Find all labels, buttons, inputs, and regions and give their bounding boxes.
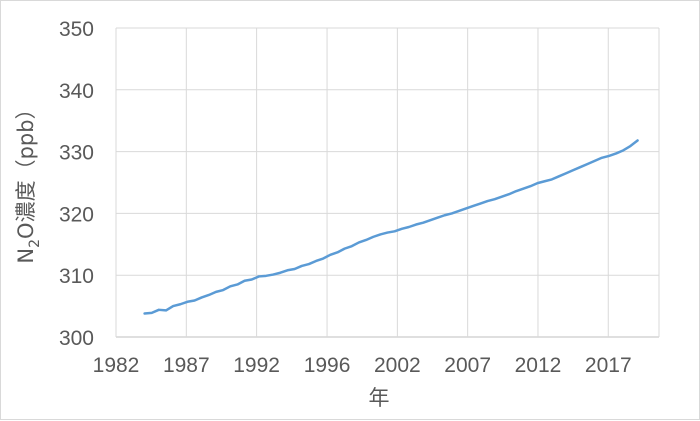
y-tick-label: 350 [59, 18, 94, 41]
x-axis-title: 年 [369, 386, 390, 410]
x-tick-label: 1987 [163, 354, 210, 377]
x-tick-label: 2012 [515, 354, 562, 377]
y-axis-title-prefix: N [14, 248, 38, 264]
y-tick-label: 330 [59, 142, 94, 165]
x-tick-labels: 1982 1987 1992 1996 2002 2007 2012 2017 [93, 354, 632, 377]
x-tick-label: 2007 [444, 354, 491, 377]
y-tick-label: 310 [59, 265, 94, 288]
y-tick-label: 340 [59, 80, 94, 103]
x-tick-label: 1982 [93, 354, 140, 377]
y-tick-labels: 300 310 320 330 340 350 [59, 18, 94, 350]
series-line [143, 139, 639, 315]
series-layer [143, 139, 639, 315]
grid-lines [115, 27, 660, 338]
y-tick-label: 300 [59, 327, 94, 350]
y-axis-title: N2O濃度（ppb） [14, 98, 43, 263]
y-axis-title-subscript: 2 [27, 239, 43, 248]
x-tick-label: 1992 [233, 354, 280, 377]
x-tick-label: 1996 [304, 354, 351, 377]
y-tick-label: 320 [59, 203, 94, 226]
x-tick-label: 2002 [374, 354, 421, 377]
y-axis-title-suffix: O濃度（ppb） [14, 98, 38, 239]
x-tick-label: 2017 [585, 354, 632, 377]
